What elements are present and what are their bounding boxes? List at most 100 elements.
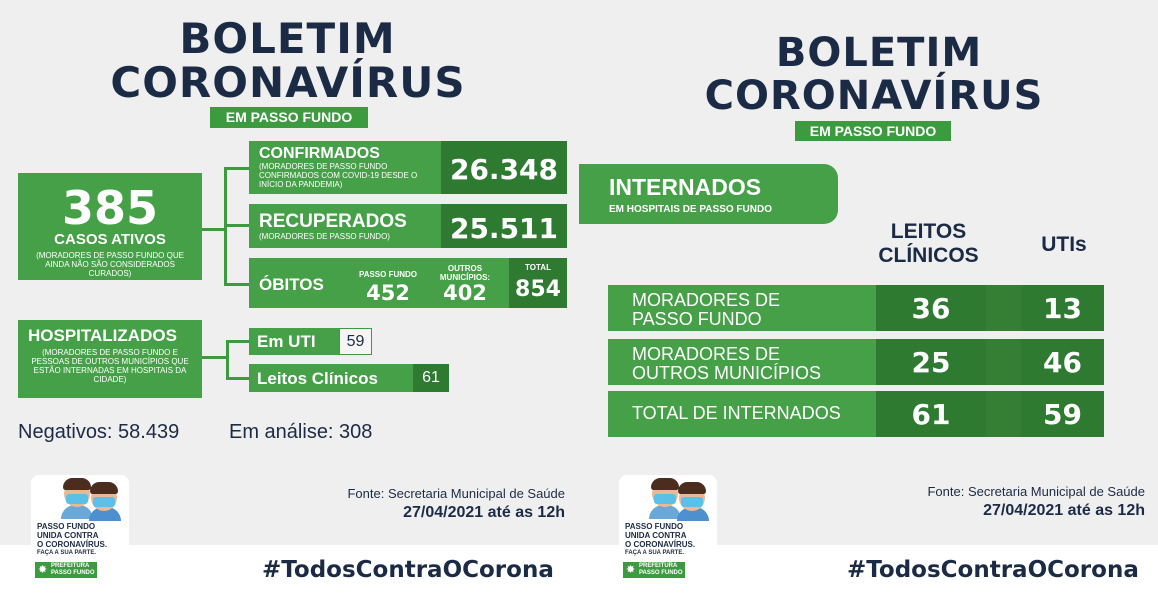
- connector-line: [202, 228, 226, 231]
- clinic-value: 61: [911, 398, 951, 431]
- source-text: Fonte: Secretaria Municipal de Saúde: [347, 486, 565, 501]
- hashtag: #TodosContraOCorona: [847, 557, 1139, 583]
- confirmed-note: (MORADORES DE PASSO FUNDO CONFIRMADOS CO…: [259, 162, 418, 189]
- in-analysis-text: Em análise: 308: [229, 421, 373, 443]
- logo-line2: UNIDA CONTRA: [625, 531, 687, 540]
- logo-line3: O CORONAVÍRUS.: [37, 540, 108, 549]
- connector-line: [224, 283, 250, 286]
- row-label-line1: TOTAL DE INTERNADOS: [632, 403, 841, 423]
- uti-value: 13: [1043, 292, 1082, 325]
- date-text: 27/04/2021 até as 12h: [403, 504, 565, 521]
- campaign-logo: PASSO FUNDO UNIDA CONTRA O CORONAVÍRUS. …: [619, 475, 717, 583]
- internados-banner: INTERNADOS EM HOSPITAIS DE PASSO FUNDO: [579, 164, 838, 224]
- connector-line: [224, 167, 250, 170]
- recovered-value-card: 25.511: [441, 204, 567, 248]
- prefeitura-badge: ✸ PREFEITURA PASSO FUNDO: [35, 562, 97, 578]
- col-header-leitos: LEITOS CLÍNICOS: [866, 220, 991, 268]
- bulletin-title-line1: BOLETIM: [775, 30, 983, 76]
- deaths-other-value: 402: [443, 281, 487, 305]
- connector-line: [202, 356, 228, 359]
- table-row-label: MORADORES DE PASSO FUNDO: [608, 285, 876, 331]
- uti-cell: 46: [1021, 339, 1104, 385]
- divider-cell: [986, 391, 1021, 437]
- bulletin-title-line2: CORONAVÍRUS: [110, 58, 466, 107]
- active-cases-card: 385 CASOS ATIVOS (MORADORES DE PASSO FUN…: [18, 173, 202, 280]
- active-cases-value: 385: [61, 181, 159, 235]
- confirmed-value-card: 26.348: [441, 141, 567, 194]
- prefeitura-badge: ✸ PREFEITURA PASSO FUNDO: [623, 562, 685, 578]
- table-row-label: MORADORES DE OUTROS MUNICÍPIOS: [608, 339, 876, 385]
- deaths-total-card: TOTAL 854: [509, 258, 567, 308]
- campaign-logo: PASSO FUNDO UNIDA CONTRA O CORONAVÍRUS. …: [31, 475, 129, 583]
- bulletin-subtitle: EM PASSO FUNDO: [210, 107, 368, 128]
- hashtag: #TodosContraOCorona: [262, 557, 554, 583]
- date-text: 27/04/2021 até as 12h: [983, 502, 1145, 519]
- clinic-value: 61: [422, 369, 440, 386]
- uti-label-card: Em UTI: [249, 328, 339, 355]
- clinic-value: 25: [911, 346, 951, 379]
- internados-title: INTERNADOS: [609, 174, 762, 200]
- badge-line2: PASSO FUNDO: [639, 570, 683, 576]
- uti-cell: 13: [1021, 285, 1104, 331]
- uti-value: 59: [1043, 398, 1082, 431]
- source-text: Fonte: Secretaria Municipal de Saúde: [927, 484, 1145, 499]
- hospitalized-label: HOSPITALIZADOS: [28, 326, 177, 345]
- negatives-text: Negativos: 58.439: [18, 421, 180, 443]
- hospitalized-note: (MORADORES DE PASSO FUNDO E PESSOAS DE O…: [31, 348, 189, 384]
- logo-line3: O CORONAVÍRUS.: [625, 540, 696, 549]
- confirmed-label-card: CONFIRMADOS (MORADORES DE PASSO FUNDO CO…: [249, 141, 441, 194]
- uti-value: 59: [346, 333, 365, 350]
- connector-line: [224, 224, 250, 227]
- deaths-total-label: TOTAL: [525, 263, 551, 272]
- recovered-note: (MORADORES DE PASSO FUNDO): [259, 232, 390, 241]
- deaths-label: ÓBITOS: [259, 275, 324, 294]
- bulletin-title-line2: CORONAVÍRUS: [704, 73, 1044, 119]
- bulletin-subtitle: EM PASSO FUNDO: [795, 121, 951, 141]
- deaths-total-value: 854: [515, 277, 561, 302]
- divider-cell: [986, 339, 1021, 385]
- logo-tagline: FAÇA A SUA PARTE.: [625, 550, 685, 556]
- recovered-value: 25.511: [449, 212, 559, 245]
- row-label-line2: OUTROS MUNICÍPIOS: [632, 363, 822, 383]
- clinic-cell: 61: [876, 391, 986, 437]
- uti-label: Em UTI: [257, 332, 316, 351]
- confirmed-label: CONFIRMADOS: [259, 145, 380, 162]
- logo-line1: PASSO FUNDO: [37, 522, 96, 531]
- deaths-pf-label: PASSO FUNDO: [358, 270, 418, 279]
- logo-line2: UNIDA CONTRA: [37, 531, 99, 540]
- uti-value: 46: [1043, 346, 1082, 379]
- right-bulletin-panel: BOLETIM CORONAVÍRUS EM PASSO FUNDO INTER…: [579, 0, 1158, 597]
- clinic-cell: 36: [876, 285, 986, 331]
- hospitalized-card: HOSPITALIZADOS (MORADORES DE PASSO FUNDO…: [18, 320, 202, 398]
- row-label-line1: MORADORES DE: [632, 290, 781, 310]
- clinic-cell: 25: [876, 339, 986, 385]
- connector-line: [226, 340, 250, 343]
- connector-line: [226, 377, 250, 380]
- uti-cell: 59: [1021, 391, 1104, 437]
- col-header-utis: UTIs: [1041, 233, 1087, 256]
- row-label-line2: PASSO FUNDO: [632, 309, 762, 329]
- col-header-leitos-line1: LEITOS: [890, 220, 967, 243]
- logo-line1: PASSO FUNDO: [625, 522, 684, 531]
- connector-line: [226, 340, 229, 380]
- clinic-value-box: 61: [413, 364, 449, 392]
- clinic-value: 36: [911, 292, 951, 325]
- logo-tagline: FAÇA A SUA PARTE.: [37, 550, 97, 556]
- badge-line1: PREFEITURA: [639, 563, 678, 569]
- left-bulletin-panel: BOLETIM CORONAVÍRUS EM PASSO FUNDO 385 C…: [0, 14, 579, 597]
- clinic-label-card: Leitos Clínicos: [249, 364, 413, 392]
- row-label-line1: MORADORES DE: [632, 344, 781, 364]
- recovered-label: RECUPERADOS: [259, 211, 407, 232]
- deaths-other-label: OUTROS MUNICÍPIOS:: [439, 264, 491, 282]
- badge-line2: PASSO FUNDO: [51, 570, 95, 576]
- active-cases-note: (MORADORES DE PASSO FUNDO QUE AINDA NÃO …: [36, 251, 184, 278]
- bulletin-title-line1: BOLETIM: [179, 14, 396, 63]
- recovered-label-card: RECUPERADOS (MORADORES DE PASSO FUNDO): [249, 204, 441, 248]
- internados-subtitle: EM HOSPITAIS DE PASSO FUNDO: [609, 204, 772, 215]
- divider-cell: [986, 285, 1021, 331]
- confirmed-value: 26.348: [449, 153, 559, 186]
- star-icon: ✸: [38, 564, 48, 576]
- col-header-leitos-line2: CLÍNICOS: [878, 244, 979, 267]
- uti-value-box: 59: [339, 328, 372, 355]
- clinic-label: Leitos Clínicos: [257, 369, 378, 388]
